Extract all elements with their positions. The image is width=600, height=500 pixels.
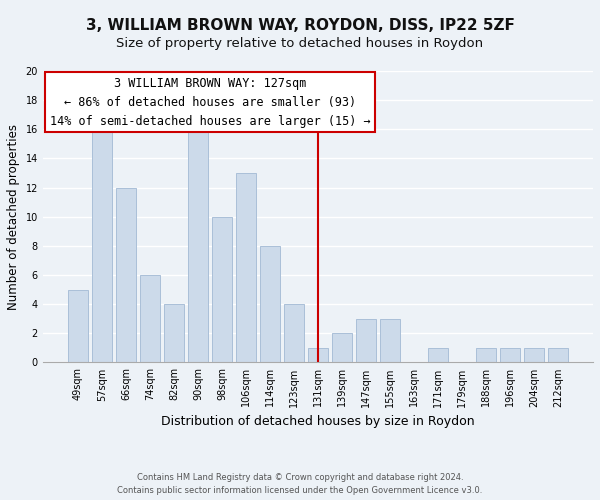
Bar: [428, 348, 448, 362]
Text: 3 WILLIAM BROWN WAY: 127sqm
← 86% of detached houses are smaller (93)
14% of sem: 3 WILLIAM BROWN WAY: 127sqm ← 86% of det…: [50, 77, 370, 128]
Bar: [92, 114, 112, 362]
Bar: [284, 304, 304, 362]
Bar: [260, 246, 280, 362]
Bar: [212, 216, 232, 362]
Bar: [308, 348, 328, 362]
Text: Contains HM Land Registry data © Crown copyright and database right 2024.: Contains HM Land Registry data © Crown c…: [137, 472, 463, 482]
Bar: [116, 188, 136, 362]
Bar: [476, 348, 496, 362]
Bar: [500, 348, 520, 362]
Bar: [548, 348, 568, 362]
Text: Contains public sector information licensed under the Open Government Licence v3: Contains public sector information licen…: [118, 486, 482, 495]
Text: Size of property relative to detached houses in Roydon: Size of property relative to detached ho…: [116, 38, 484, 51]
X-axis label: Distribution of detached houses by size in Roydon: Distribution of detached houses by size …: [161, 415, 475, 428]
Y-axis label: Number of detached properties: Number of detached properties: [7, 124, 20, 310]
Bar: [188, 114, 208, 362]
Bar: [140, 275, 160, 362]
Bar: [164, 304, 184, 362]
Bar: [356, 319, 376, 362]
Bar: [380, 319, 400, 362]
Bar: [68, 290, 88, 362]
Bar: [236, 173, 256, 362]
Bar: [332, 334, 352, 362]
Bar: [524, 348, 544, 362]
Text: 3, WILLIAM BROWN WAY, ROYDON, DISS, IP22 5ZF: 3, WILLIAM BROWN WAY, ROYDON, DISS, IP22…: [86, 18, 514, 32]
